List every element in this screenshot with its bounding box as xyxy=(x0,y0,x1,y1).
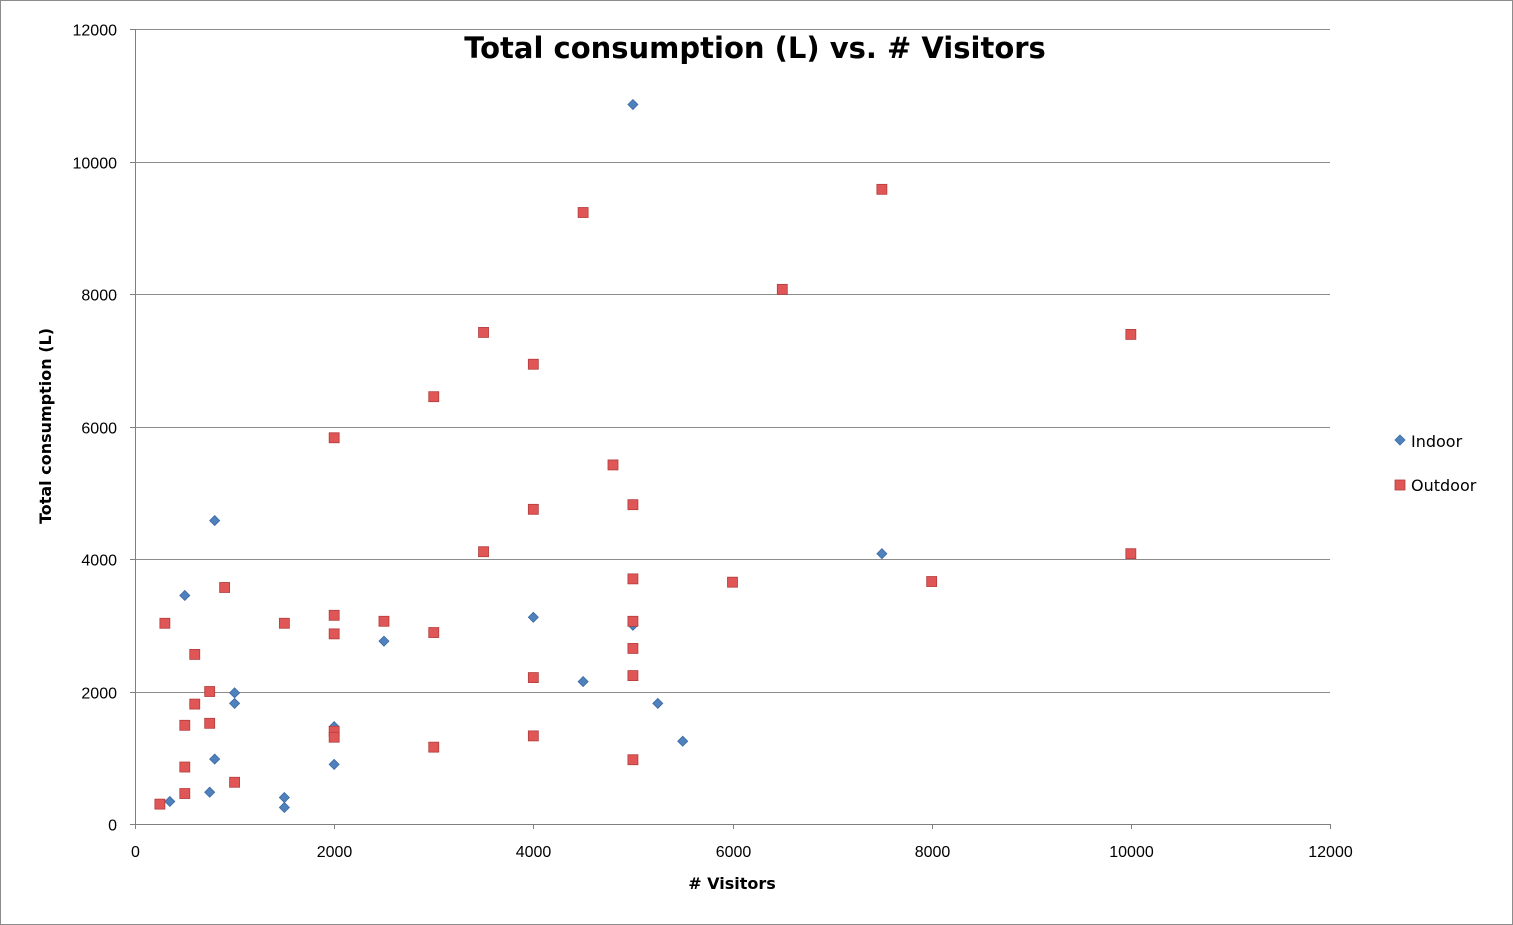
data-point-outdoor xyxy=(926,576,938,587)
data-point-indoor xyxy=(209,515,221,527)
data-point-outdoor xyxy=(179,788,191,799)
data-point-indoor xyxy=(378,635,390,647)
data-point-indoor xyxy=(577,675,589,688)
data-point-outdoor xyxy=(1125,548,1137,560)
data-point-outdoor xyxy=(219,582,231,593)
data-point-outdoor xyxy=(627,499,639,511)
x-tick-label: 12000 xyxy=(1308,844,1353,861)
data-point-indoor xyxy=(627,98,639,111)
data-point-indoor xyxy=(179,589,191,602)
data-point-outdoor xyxy=(1125,329,1137,340)
data-point-indoor xyxy=(164,795,176,808)
data-point-outdoor xyxy=(189,698,201,710)
y-tick-label: 4000 xyxy=(81,553,117,570)
data-point-indoor xyxy=(209,753,221,765)
data-point-indoor xyxy=(328,758,340,770)
data-point-indoor xyxy=(204,786,216,798)
data-point-outdoor xyxy=(328,628,340,640)
data-point-outdoor xyxy=(229,776,240,788)
data-point-outdoor xyxy=(204,686,216,697)
data-point-outdoor xyxy=(378,615,390,627)
axis-layer: 0 2000 4000 6000 8000 10000 12000 0 2000 4000 6000… xyxy=(73,23,1353,862)
data-point-indoor xyxy=(652,697,664,709)
data-point-outdoor xyxy=(876,183,888,195)
x-axis-label: # Visitors xyxy=(688,874,776,893)
y-axis-label: Total consumption (L) xyxy=(36,328,55,524)
data-point-outdoor xyxy=(527,503,539,515)
x-tick-label: 6000 xyxy=(716,844,752,861)
y-tick-label: 10000 xyxy=(73,156,118,173)
legend: Indoor Outdoor xyxy=(1394,432,1477,495)
data-point-outdoor xyxy=(727,576,738,588)
data-point-outdoor xyxy=(428,741,440,753)
data-point-indoor xyxy=(229,687,241,699)
data-point-indoor xyxy=(278,801,290,814)
data-point-outdoor xyxy=(328,731,340,743)
data-point-outdoor xyxy=(154,798,166,810)
data-point-outdoor xyxy=(527,672,539,683)
data-point-outdoor xyxy=(478,327,489,338)
data-point-outdoor xyxy=(179,719,191,731)
y-tick-label: 2000 xyxy=(81,686,117,703)
y-tick-label: 0 xyxy=(108,818,117,835)
data-point-indoor xyxy=(229,697,241,709)
data-point-outdoor xyxy=(159,617,171,629)
legend-marker-outdoor xyxy=(1394,479,1406,491)
data-point-outdoor xyxy=(328,609,340,621)
y-tick-label: 6000 xyxy=(81,421,117,438)
points-layer xyxy=(154,98,1137,814)
y-tick-label: 8000 xyxy=(81,288,117,305)
data-point-indoor xyxy=(278,791,290,804)
data-point-outdoor xyxy=(278,617,290,629)
data-point-outdoor xyxy=(627,643,639,654)
data-point-outdoor xyxy=(776,283,788,295)
data-point-outdoor xyxy=(627,615,639,627)
data-point-indoor xyxy=(677,735,689,747)
x-tick-label: 2000 xyxy=(317,844,353,861)
data-point-outdoor xyxy=(527,730,539,742)
legend-label-outdoor: Outdoor xyxy=(1411,476,1477,495)
grid-layer xyxy=(135,29,1330,693)
data-point-outdoor xyxy=(179,761,191,773)
data-point-outdoor xyxy=(577,207,589,218)
data-point-outdoor xyxy=(627,573,639,585)
y-tick-label: 12000 xyxy=(73,23,118,40)
data-point-outdoor xyxy=(627,754,639,766)
data-point-outdoor xyxy=(527,358,539,370)
data-point-outdoor xyxy=(478,546,489,558)
data-point-outdoor xyxy=(627,670,639,681)
chart-title: Total consumption (L) vs. # Visitors xyxy=(464,31,1046,65)
data-point-outdoor xyxy=(428,391,440,403)
data-point-outdoor xyxy=(607,459,619,471)
data-point-outdoor xyxy=(189,649,201,660)
data-point-outdoor xyxy=(204,717,216,729)
x-tick-label: 4000 xyxy=(516,844,552,861)
x-tick-label: 10000 xyxy=(1109,844,1154,861)
data-point-outdoor xyxy=(428,627,440,638)
x-tick-label: 8000 xyxy=(915,844,951,861)
data-point-indoor xyxy=(527,611,539,623)
x-tick-label: 0 xyxy=(131,844,140,861)
data-point-indoor xyxy=(876,548,888,560)
legend-marker-indoor xyxy=(1394,434,1406,446)
data-point-outdoor xyxy=(328,432,340,444)
legend-label-indoor: Indoor xyxy=(1411,432,1463,451)
